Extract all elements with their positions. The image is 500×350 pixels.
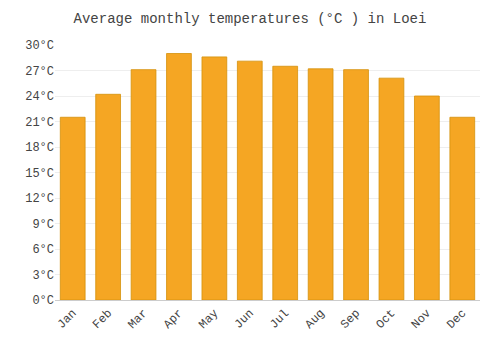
svg-text:21°C: 21°C — [25, 116, 54, 130]
svg-text:18°C: 18°C — [25, 141, 54, 155]
svg-text:15°C: 15°C — [25, 167, 54, 181]
svg-text:May: May — [196, 307, 221, 332]
svg-text:12°C: 12°C — [25, 192, 54, 206]
svg-text:Apr: Apr — [161, 307, 186, 332]
svg-text:0°C: 0°C — [32, 294, 54, 308]
svg-text:Dec: Dec — [444, 307, 469, 332]
svg-text:Nov: Nov — [409, 307, 434, 332]
svg-text:Jan: Jan — [55, 307, 80, 332]
svg-text:Average monthly temperatures (: Average monthly temperatures (°C ) in Lo… — [74, 11, 427, 27]
svg-text:Sep: Sep — [338, 307, 363, 332]
svg-text:3°C: 3°C — [32, 269, 54, 283]
svg-text:9°C: 9°C — [32, 218, 54, 232]
svg-text:30°C: 30°C — [25, 39, 54, 53]
svg-text:Aug: Aug — [303, 307, 328, 332]
svg-text:Mar: Mar — [125, 307, 150, 332]
svg-text:Jul: Jul — [267, 307, 292, 332]
svg-text:6°C: 6°C — [32, 243, 54, 257]
svg-text:24°C: 24°C — [25, 90, 54, 104]
svg-text:27°C: 27°C — [25, 65, 54, 79]
svg-text:Feb: Feb — [90, 307, 115, 332]
svg-text:Jun: Jun — [232, 307, 257, 332]
svg-text:Oct: Oct — [373, 307, 398, 332]
